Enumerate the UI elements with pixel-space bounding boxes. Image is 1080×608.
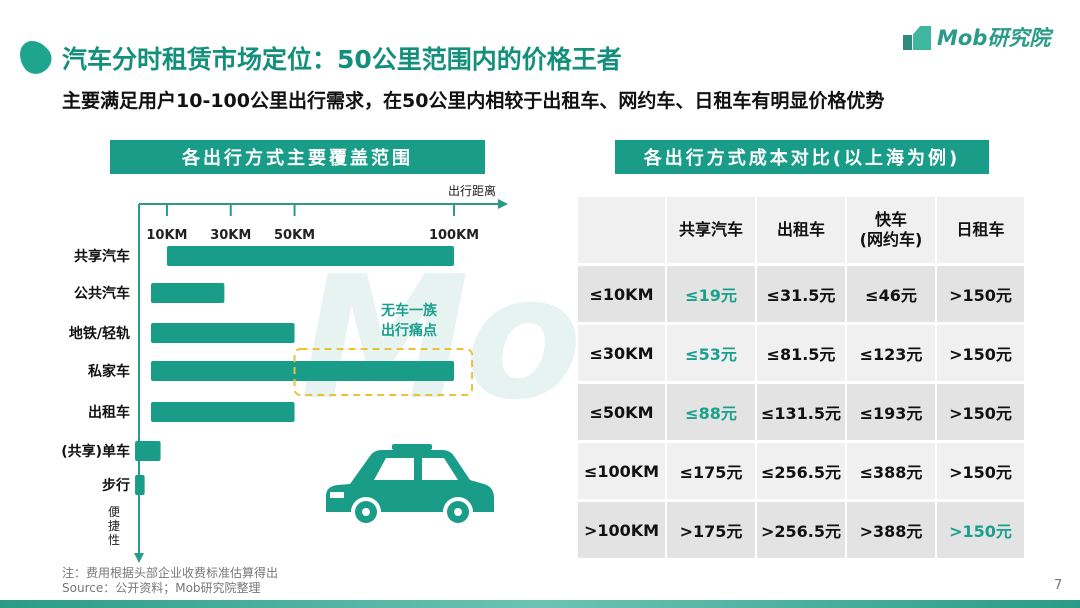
table-row: ≤10KM ≤19元 ≤31.5元 ≤46元 >150元 (578, 266, 1024, 325)
category-label: 出租车 (88, 404, 130, 421)
x-axis-arrow (498, 199, 508, 209)
category-label: 步行 (102, 477, 130, 494)
cost-cell: ≤131.5元 (757, 384, 847, 443)
cost-cell: >150元 (937, 266, 1024, 325)
bar-1 (151, 283, 225, 303)
cost-cell: ≤53元 (667, 325, 757, 384)
range-cell: ≤50KM (578, 384, 667, 443)
bar-2 (151, 323, 295, 343)
bar-0 (166, 246, 455, 266)
cost-cell: ≤123元 (847, 325, 937, 384)
page-title: 汽车分时租赁市场定位：50公里范围内的价格王者 (62, 45, 622, 74)
footnote: 注：费用根据头部企业收费标准估算得出 Source：公开资料；Mob研究院整理 (62, 566, 278, 596)
table-header-cell (578, 197, 667, 266)
range-cell: ≤10KM (578, 266, 667, 325)
category-label: 共享汽车 (74, 248, 130, 265)
y-axis-label: 便捷性 (108, 505, 120, 547)
x-tick-label: 30KM (210, 228, 251, 243)
cost-cell: >256.5元 (757, 502, 847, 561)
range-cell: ≤30KM (578, 325, 667, 384)
cost-section-header: 各出行方式成本对比(以上海为例) (615, 140, 989, 174)
category-label: (共享)单车 (61, 443, 130, 460)
cost-cell: >150元 (937, 443, 1024, 502)
brand-logo: Mob研究院 (903, 22, 1050, 52)
category-label: 私家车 (88, 363, 130, 380)
table-row: ≤50KM ≤88元 ≤131.5元 ≤193元 >150元 (578, 384, 1024, 443)
cost-cell: ≤388元 (847, 443, 937, 502)
annotation-text: 无车一族 (380, 302, 438, 319)
cost-cell: ≤46元 (847, 266, 937, 325)
x-axis-label: 出行距离 (448, 183, 496, 198)
title-bullet-icon (12, 34, 58, 80)
cost-cell: ≤81.5元 (757, 325, 847, 384)
cost-cell: >388元 (847, 502, 937, 561)
range-cell: >100KM (578, 502, 667, 561)
bar-4 (151, 402, 295, 422)
table-row: >100KM >175元 >256.5元 >388元 >150元 (578, 502, 1024, 561)
annotation-text: 出行痛点 (381, 322, 437, 339)
cost-cell: ≤175元 (667, 443, 757, 502)
cost-cell: >150元 (937, 384, 1024, 443)
cost-cell: >150元 (937, 325, 1024, 384)
y-axis-arrow (134, 553, 144, 563)
table-header-cell: 快车 (网约车) (847, 197, 937, 266)
car-icon (326, 444, 494, 527)
range-cell: ≤100KM (578, 443, 667, 502)
footnote-note: 注：费用根据头部企业收费标准估算得出 (62, 566, 279, 580)
cost-cell: ≤256.5元 (757, 443, 847, 502)
bar-5 (135, 441, 161, 461)
x-tick-label: 100KM (429, 228, 479, 243)
category-label: 地铁/轻轨 (69, 325, 130, 342)
footnote-source: Source：公开资料；Mob研究院整理 (62, 581, 261, 595)
x-tick-label: 10KM (146, 228, 187, 243)
cost-cell: ≤88元 (667, 384, 757, 443)
table-row: ≤30KM ≤53元 ≤81.5元 ≤123元 >150元 (578, 325, 1024, 384)
cost-cell: ≤193元 (847, 384, 937, 443)
logo-text: Mob研究院 (937, 26, 1051, 50)
page-number: 7 (1054, 578, 1063, 593)
cost-cell: ≤31.5元 (757, 266, 847, 325)
x-tick-label: 50KM (274, 228, 315, 243)
bar-3 (151, 361, 455, 381)
page-subtitle: 主要满足用户10-100公里出行需求，在50公里内相较于出租车、网约车、日租车有… (62, 90, 885, 112)
logo-building-icon (903, 24, 933, 50)
coverage-section-header: 各出行方式主要覆盖范围 (110, 140, 485, 174)
cost-cell: >175元 (667, 502, 757, 561)
cost-comparison-table: 共享汽车 出租车 快车 (网约车) 日租车 ≤10KM ≤19元 ≤31.5元 ≤46元 >150… (578, 197, 1024, 561)
table-header-cell: 共享汽车 (667, 197, 757, 266)
bar-6 (135, 475, 145, 495)
annotation-box (293, 348, 474, 396)
bottom-bar (0, 600, 1080, 608)
table-header-cell: 出租车 (757, 197, 847, 266)
table-header-row: 共享汽车 出租车 快车 (网约车) 日租车 (578, 197, 1024, 266)
cost-cell: >150元 (937, 502, 1024, 561)
cost-cell: ≤19元 (667, 266, 757, 325)
table-header-cell: 日租车 (937, 197, 1024, 266)
table-row: ≤100KM ≤175元 ≤256.5元 ≤388元 >150元 (578, 443, 1024, 502)
category-label: 公共汽车 (74, 285, 130, 302)
